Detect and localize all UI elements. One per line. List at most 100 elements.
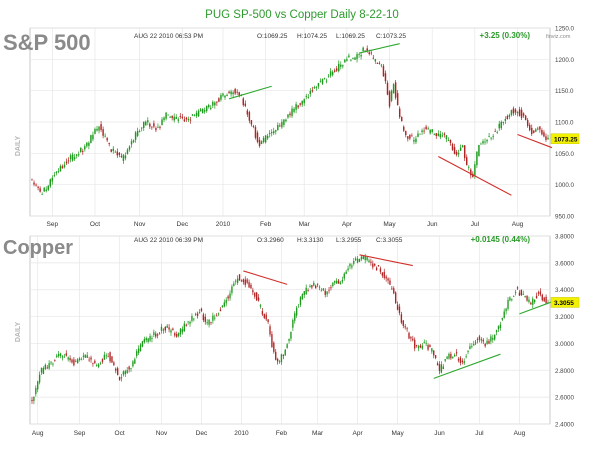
- candle-body: [201, 108, 204, 114]
- candle-body: [284, 349, 286, 356]
- candle-body: [59, 165, 62, 172]
- candle-body: [356, 54, 358, 60]
- candle-body: [290, 331, 292, 339]
- candle-body: [48, 363, 50, 369]
- x-month-label: Oct: [90, 221, 100, 228]
- candle-body: [358, 54, 360, 55]
- candle-body: [258, 139, 261, 146]
- candle-body: [212, 101, 214, 106]
- candle-body: [498, 123, 500, 129]
- x-month-label: Mar: [299, 221, 311, 228]
- candle-body: [73, 157, 76, 160]
- candle-body: [299, 103, 301, 105]
- candle-body: [338, 63, 340, 72]
- trendline: [243, 270, 288, 285]
- candle-body: [128, 366, 130, 370]
- candle-body: [315, 285, 317, 289]
- candle-body: [511, 299, 513, 301]
- y-tick-label: 2.6000: [555, 395, 574, 402]
- candle-body: [393, 288, 395, 294]
- candle-body: [350, 60, 352, 62]
- sp500-label: S&P 500: [3, 30, 91, 55]
- candle-body: [539, 291, 542, 295]
- candle-body: [537, 292, 540, 294]
- candle-body: [61, 356, 64, 358]
- candle-body: [407, 136, 409, 139]
- candle-body: [200, 308, 203, 312]
- candle-body: [113, 362, 115, 366]
- candle-body: [286, 344, 288, 348]
- candle-body: [217, 313, 220, 315]
- x-month-label: Feb: [260, 221, 272, 228]
- candle-body: [497, 326, 500, 330]
- candle-body: [433, 350, 435, 356]
- candle-body: [114, 151, 117, 153]
- candle-body: [520, 109, 523, 118]
- candle-body: [277, 125, 279, 131]
- candle-body: [278, 361, 281, 363]
- candle-body: [452, 356, 454, 358]
- y-tick-label: 1150.0: [555, 88, 574, 95]
- candle-body: [412, 338, 414, 341]
- candle-body: [187, 118, 190, 121]
- candle-body: [238, 92, 240, 97]
- candle-body: [193, 318, 195, 320]
- candle-body: [224, 95, 226, 98]
- candle-body: [537, 128, 539, 130]
- y-tick-label: 3.6000: [555, 260, 574, 267]
- trendline: [519, 301, 553, 315]
- candle-body: [153, 123, 155, 127]
- candle-body: [482, 141, 484, 144]
- candle-body: [205, 105, 208, 112]
- candle-body: [362, 256, 364, 259]
- candle-body: [225, 299, 227, 304]
- candle-body: [270, 132, 273, 134]
- candle-body: [33, 182, 35, 185]
- candle-body: [326, 291, 328, 295]
- candle-body: [221, 305, 224, 308]
- candle-body: [151, 126, 153, 128]
- candle-body: [147, 338, 149, 343]
- candle-body: [322, 288, 325, 291]
- candle-body: [305, 287, 307, 295]
- candle-body: [137, 348, 140, 354]
- candle-body: [486, 340, 488, 344]
- x-month-label: Nov: [156, 430, 168, 437]
- candle-body: [206, 322, 208, 324]
- candle-body: [164, 327, 166, 331]
- candle-body: [421, 130, 423, 132]
- candle-body: [223, 302, 225, 307]
- candle-body: [252, 126, 255, 127]
- y-tick-label: 3.4000: [555, 287, 574, 294]
- candle-body: [315, 86, 318, 88]
- y-tick-label: 1000.0: [555, 182, 574, 189]
- candle-body: [282, 354, 285, 356]
- candle-body: [441, 135, 444, 137]
- candle-body: [505, 308, 507, 312]
- candle-body: [210, 322, 212, 323]
- candle-body: [423, 342, 425, 344]
- candle-body: [360, 55, 362, 57]
- candle-body: [543, 132, 545, 137]
- candle-body: [303, 99, 305, 104]
- candle-body: [541, 130, 543, 135]
- candle-body: [173, 116, 175, 121]
- candle-body: [88, 142, 90, 146]
- candle-body: [492, 136, 494, 138]
- candle-body: [67, 160, 70, 162]
- candle-body: [160, 326, 163, 331]
- candle-body: [136, 351, 138, 357]
- candle-body: [466, 157, 468, 166]
- candle-body: [396, 93, 399, 106]
- candle-body: [394, 292, 397, 304]
- candle-body: [198, 312, 201, 314]
- candle-body: [434, 355, 437, 358]
- candle-body: [364, 256, 366, 261]
- candle-body: [321, 78, 324, 84]
- candle-body: [118, 376, 121, 381]
- candle-body: [332, 282, 334, 286]
- candle-body: [39, 188, 41, 192]
- candle-body: [436, 363, 439, 366]
- candle-body: [107, 356, 109, 358]
- candle-body: [309, 285, 311, 287]
